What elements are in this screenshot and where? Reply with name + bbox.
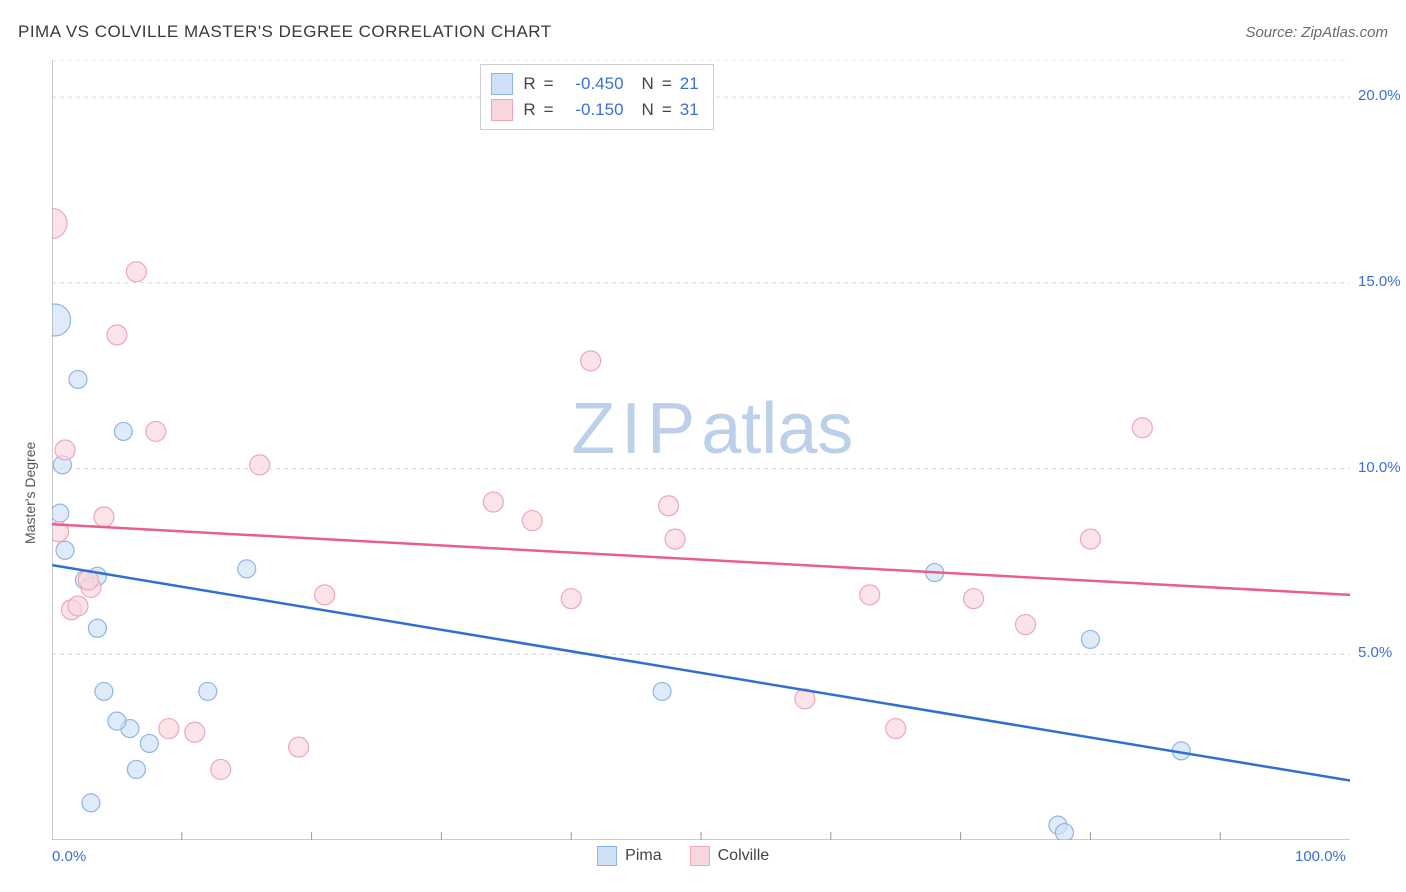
legend-label: Pima bbox=[625, 847, 661, 865]
x-tick-label: 100.0% bbox=[1295, 848, 1346, 865]
scatter-plot: ZIPatlas R=-0.450N=21R=-0.150N=31 bbox=[52, 60, 1350, 840]
legend-r-value: -0.150 bbox=[562, 100, 624, 120]
source-attribution: Source: ZipAtlas.com bbox=[1245, 24, 1388, 41]
legend-row: R=-0.150N=31 bbox=[491, 97, 698, 123]
legend-n-value: 21 bbox=[680, 74, 699, 94]
x-tick-label: 0.0% bbox=[52, 848, 86, 865]
legend-r-value: -0.450 bbox=[562, 74, 624, 94]
legend-swatch bbox=[690, 846, 710, 866]
legend-label: Colville bbox=[718, 847, 770, 865]
y-tick-label: 10.0% bbox=[1358, 459, 1401, 476]
legend-swatch bbox=[491, 99, 513, 121]
y-tick-label: 5.0% bbox=[1358, 644, 1392, 661]
legend-swatch bbox=[597, 846, 617, 866]
legend-row: R=-0.450N=21 bbox=[491, 71, 698, 97]
chart-title: PIMA VS COLVILLE MASTER'S DEGREE CORRELA… bbox=[18, 22, 552, 42]
legend-n-value: 31 bbox=[680, 100, 699, 120]
y-tick-label: 20.0% bbox=[1358, 87, 1401, 104]
series-legend: Pima Colville bbox=[597, 846, 769, 866]
y-axis-label: Master's Degree bbox=[22, 441, 38, 543]
correlation-legend: R=-0.450N=21R=-0.150N=31 bbox=[480, 64, 713, 130]
legend-swatch bbox=[491, 73, 513, 95]
legend-item: Pima bbox=[597, 846, 661, 866]
legend-item: Colville bbox=[690, 846, 770, 866]
y-tick-label: 15.0% bbox=[1358, 273, 1401, 290]
